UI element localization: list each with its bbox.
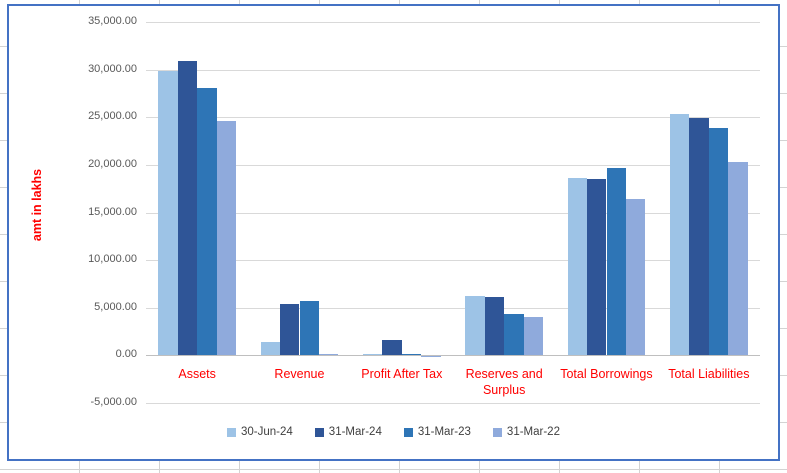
bar-31-Mar-23-reserves-and-surplus xyxy=(504,313,524,356)
chart-container[interactable]: amt in lakhs 35,000.00 30,000.00 25,000.00… xyxy=(7,4,780,461)
legend-item-31-Mar-22: 31-Mar-22 xyxy=(492,426,560,438)
bar-30-Jun-24-total-liabilities xyxy=(670,114,690,356)
gridline xyxy=(146,117,760,119)
legend-swatch-icon xyxy=(314,427,324,437)
bar-31-Mar-24-profit-after-tax xyxy=(382,339,402,356)
y-tick-label: 30,000.00 xyxy=(88,62,137,75)
y-tick-label: 10,000.00 xyxy=(88,253,137,266)
legend-label: 31-Mar-22 xyxy=(506,426,560,438)
bar-31-Mar-23-revenue xyxy=(299,300,319,356)
bar-30-Jun-24-reserves-and-surplus xyxy=(465,295,485,356)
legend-label: 31-Mar-23 xyxy=(417,426,471,438)
bar-31-Mar-22-total-liabilities xyxy=(728,162,748,356)
legend-swatch-icon xyxy=(492,427,502,437)
gridline xyxy=(146,307,760,309)
category-label: Reserves and Surplus xyxy=(465,367,543,398)
gridline xyxy=(146,212,760,214)
bar-31-Mar-23-total-liabilities xyxy=(708,128,729,356)
bar-31-Mar-24-total-borrowings xyxy=(587,178,607,356)
y-tick-label: 25,000.00 xyxy=(88,110,137,123)
bar-31-Mar-24-assets xyxy=(177,61,198,356)
y-tick-label: 20,000.00 xyxy=(88,157,137,170)
bar-31-Mar-22-assets xyxy=(216,121,236,356)
gridline xyxy=(146,260,760,262)
y-tick-label: 15,000.00 xyxy=(88,205,137,218)
y-tick-label: 35,000.00 xyxy=(88,15,137,27)
x-axis-line-overlay xyxy=(146,355,760,357)
bar-31-Mar-24-revenue xyxy=(280,303,300,356)
bar-31-Mar-23-assets xyxy=(197,87,217,356)
gridline xyxy=(146,22,760,23)
bar-31-Mar-24-reserves-and-surplus xyxy=(484,297,505,356)
bar-30-Jun-24-total-borrowings xyxy=(567,178,588,356)
bar-30-Jun-24-revenue xyxy=(260,341,281,356)
y-tick-label: -5,000.00 xyxy=(90,396,137,408)
y-axis-title: amt in lakhs xyxy=(30,168,44,242)
bar-31-Mar-22-total-borrowings xyxy=(625,198,646,356)
legend-label: 31-Mar-24 xyxy=(328,426,382,438)
bar-31-Mar-23-total-borrowings xyxy=(606,167,626,356)
category-label: Total Liabilities xyxy=(668,367,750,382)
legend-label: 30-Jun-24 xyxy=(241,426,293,438)
legend-item-31-Mar-23: 31-Mar-23 xyxy=(403,426,471,438)
bar-30-Jun-24-assets xyxy=(158,70,178,356)
y-tick-label: 5,000.00 xyxy=(94,300,137,313)
legend-item-31-Mar-24: 31-Mar-24 xyxy=(314,426,382,438)
category-label: Total Borrowings xyxy=(560,367,653,382)
legend-swatch-icon xyxy=(227,427,236,437)
bar-31-Mar-24-total-liabilities xyxy=(689,118,709,356)
category-label: Assets xyxy=(178,367,216,382)
category-label: Profit After Tax xyxy=(361,367,443,382)
bar-31-Mar-22-revenue xyxy=(318,353,339,356)
bar-30-Jun-24-profit-after-tax xyxy=(363,353,383,356)
bar-31-Mar-23-profit-after-tax xyxy=(401,354,422,356)
bar-31-Mar-22-reserves-and-surplus xyxy=(523,316,543,356)
legend-swatch-icon xyxy=(403,427,413,437)
gridline xyxy=(146,164,760,166)
y-tick-label: 0.00 xyxy=(115,348,137,361)
category-label: Revenue xyxy=(274,367,325,382)
legend: 30-Jun-24 31-Mar-24 31-Mar-23 31-Mar-22 xyxy=(9,426,778,438)
gridline xyxy=(146,403,760,404)
legend-item-30-Jun-24: 30-Jun-24 xyxy=(227,426,293,438)
gridline xyxy=(146,69,760,71)
